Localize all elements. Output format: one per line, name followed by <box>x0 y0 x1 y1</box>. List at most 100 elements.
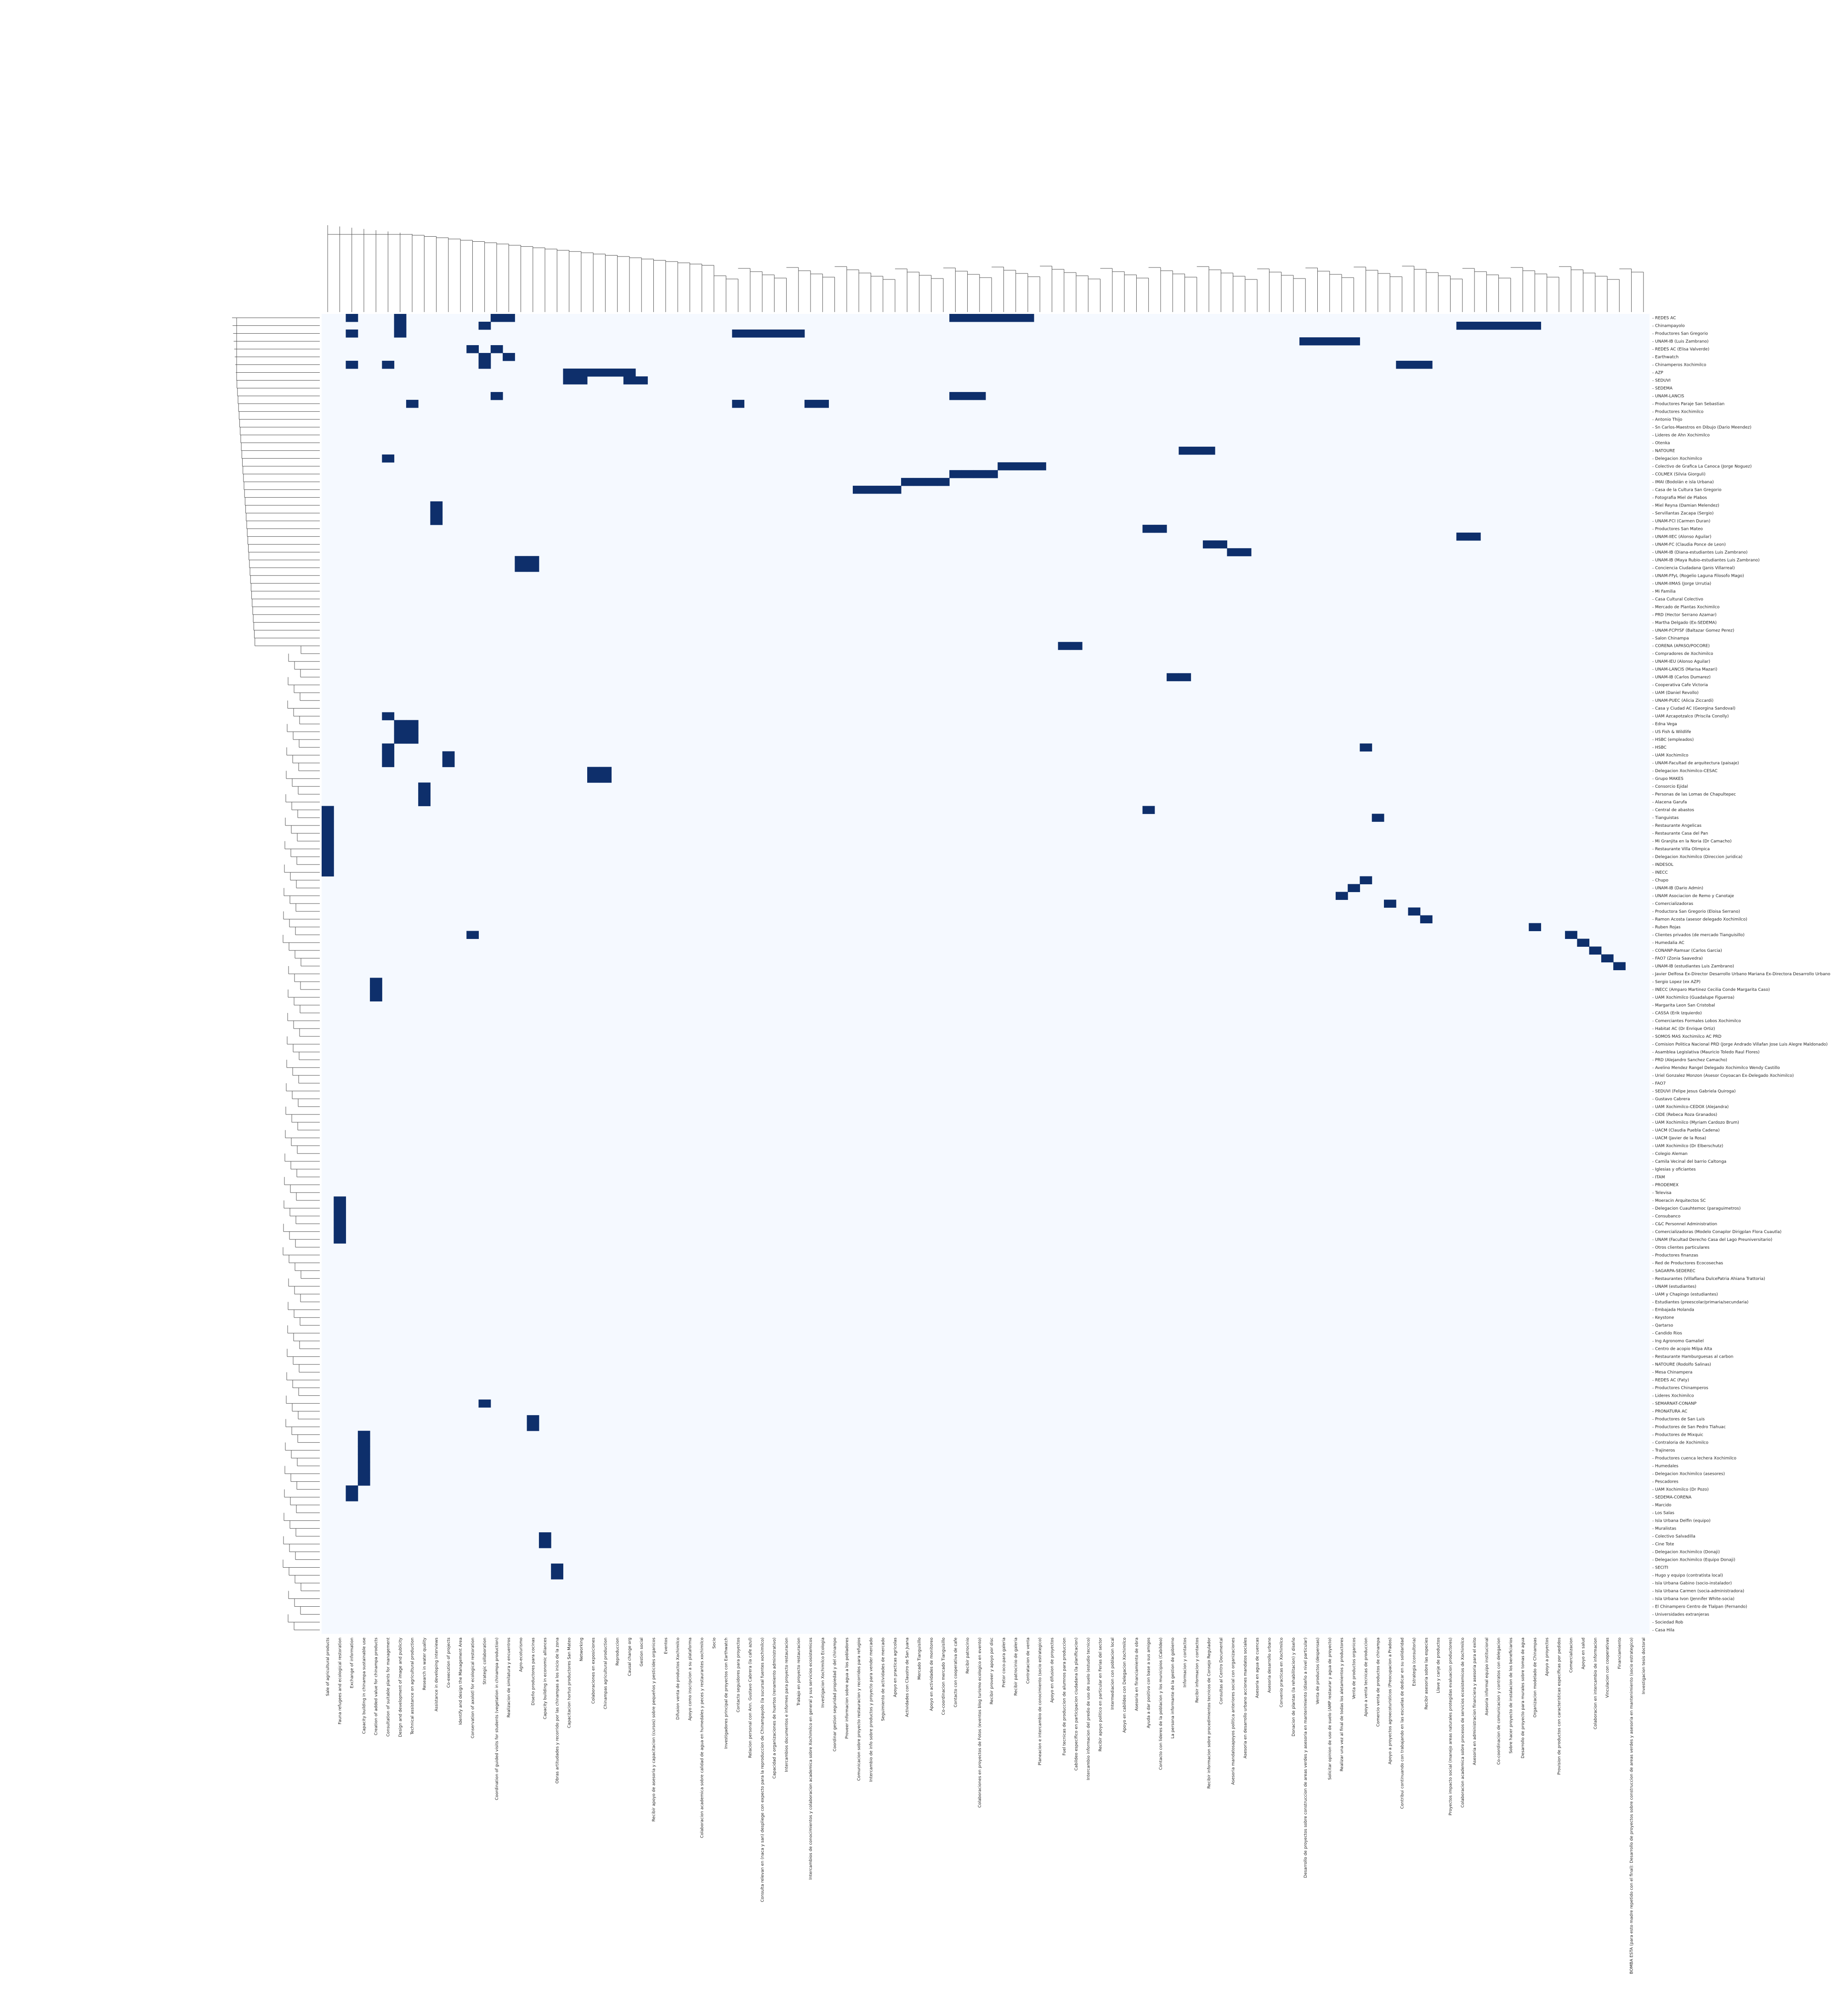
heatmap-cell <box>1009 462 1022 471</box>
row-label: - Camila Vecinal del barrio Caltonga <box>1652 1160 1726 1164</box>
column-label: Recibir informacion y contactos <box>1195 1638 1200 1703</box>
heatmap-cell <box>382 743 395 752</box>
row-label: - UNAM-LANCIS <box>1652 394 1684 398</box>
row-label: - UNAM-PUEC (Alicia Ziccardi) <box>1652 699 1713 703</box>
row-label: - US Fish & Wildlife <box>1652 730 1691 734</box>
heatmap-cell <box>322 860 334 869</box>
heatmap-cell <box>334 1228 346 1236</box>
row-label: - Restaurante Villa Olimpica <box>1652 847 1710 852</box>
row-label: - Productores Chinamperos <box>1652 1386 1708 1391</box>
heatmap-cell <box>1372 813 1384 822</box>
heatmap-cell <box>1420 915 1433 924</box>
heatmap-cell <box>780 329 793 338</box>
column-label: Exchange of information <box>350 1638 355 1688</box>
heatmap-background <box>322 314 1650 1634</box>
heatmap-cell <box>1348 337 1360 346</box>
column-label: Reproduccion <box>616 1638 620 1666</box>
column-label: Actividades con Claustro de San Juana <box>905 1638 910 1717</box>
heatmap-cell <box>599 767 612 775</box>
row-label: - REDES AC (Faty) <box>1652 1378 1689 1383</box>
column-label: Technical assistance on agricultural pro… <box>410 1638 415 1735</box>
row-label: - Otros clientes particulares <box>1652 1245 1710 1250</box>
column-label: Recibir informacion sobre procedimientos… <box>1207 1638 1212 1789</box>
row-label: - Mercado de Plantas Xochimilco <box>1652 605 1720 609</box>
row-labels: - REDES AC - Chinampayolo - Productores Sa… <box>1652 316 1831 1632</box>
heatmap-cell <box>357 1470 370 1478</box>
row-label: - Consubanco <box>1652 1214 1681 1219</box>
column-label: Identify and design the Management Area <box>459 1638 463 1725</box>
heatmap-cell <box>1202 540 1215 549</box>
row-label: - Ramon Acosta (asesor delegado Xochimil… <box>1652 917 1747 922</box>
heatmap-cell <box>418 790 431 799</box>
row-label: - Gustavo Cabrera <box>1652 1097 1690 1102</box>
row-label: - SEDUVI <box>1652 378 1671 383</box>
column-label: Capacity building in chinampa sustainabl… <box>362 1638 367 1734</box>
row-label: - SEDEMA <box>1652 386 1673 391</box>
column-label: Apoyo en practicas agricolas <box>893 1638 898 1697</box>
heatmap-cell <box>346 1485 358 1494</box>
row-label: - Qartarso <box>1652 1324 1673 1328</box>
row-label: - UACM (Claudia Puebla Cadena) <box>1652 1128 1720 1133</box>
heatmap-cell <box>1348 884 1360 893</box>
heatmap-cell <box>334 1204 346 1212</box>
column-label: Apoyo a venta tecnicas de produccion <box>1364 1638 1369 1717</box>
row-label: - HSBC <box>1652 745 1667 750</box>
heatmap-cell <box>575 376 588 385</box>
heatmap-cell <box>539 1532 551 1541</box>
heatmap-cell <box>406 735 419 744</box>
row-label: - UAM Xochimilco (Dr Pozo) <box>1652 1488 1709 1492</box>
heatmap-cell <box>322 813 334 822</box>
column-label: Asesoria en financiamiento de obra <box>1134 1638 1139 1711</box>
row-label: - SAGARPA-SEDEREC <box>1652 1269 1695 1274</box>
heatmap-cell <box>334 1212 346 1220</box>
column-label: Apoyo en actividades de monitoreo <box>930 1638 934 1711</box>
row-label: - Grupo MAKES <box>1652 777 1684 781</box>
row-label: - Delegacion Xochimilco (Direccion jurid… <box>1652 855 1742 859</box>
row-label: - INECC <box>1652 870 1668 875</box>
heatmap-cell <box>986 314 998 322</box>
column-label: Chinampas agricultural production <box>603 1638 608 1709</box>
row-label: - Productores de Mixquic <box>1652 1433 1703 1438</box>
row-label: - Restaurantes (Villaflana DulcePatria A… <box>1652 1277 1765 1281</box>
heatmap-cell <box>527 563 539 572</box>
heatmap-cell <box>322 837 334 846</box>
column-label: Creation of added value for chinampa pro… <box>374 1638 379 1735</box>
column-label: Intercambios documentos e informes para … <box>785 1638 789 1772</box>
heatmap-cell <box>322 845 334 853</box>
row-label: - Habitat AC (Dr Enrique Ortiz) <box>1652 1027 1715 1031</box>
heatmap-cell <box>1456 532 1469 541</box>
heatmap-cell <box>853 485 865 494</box>
heatmap-cell <box>1021 462 1034 471</box>
column-label: Networking <box>579 1638 584 1661</box>
row-label: - Ing Agronomo Gamaliel <box>1652 1339 1704 1344</box>
heatmap-cell <box>1190 446 1203 455</box>
row-label: - Sn Carlos-Maestros en Dibujo (Dario Me… <box>1652 425 1752 430</box>
heatmap-cell <box>1167 673 1179 682</box>
row-label: - Sociedad Rob <box>1652 1621 1683 1625</box>
heatmap-cell <box>611 368 624 377</box>
heatmap-cell <box>1360 876 1372 885</box>
column-label: Assistance in developing interviews <box>435 1638 439 1712</box>
row-label: - Isla Urbana Delfin (equipo) <box>1652 1519 1711 1524</box>
row-label: - UNAM-FC (Claudia Ponce de Leon) <box>1652 542 1726 547</box>
heatmap-cell <box>1154 524 1167 533</box>
row-label: - Trajineros <box>1652 1449 1675 1453</box>
row-label: - Marcido <box>1652 1503 1672 1508</box>
row-label: - C&C Personnel Administration <box>1652 1222 1717 1227</box>
row-label: - Sergio Lopez (ex AZP) <box>1652 980 1701 984</box>
row-label: - Javier Delfosa Ex-Director Desarrollo … <box>1652 972 1831 977</box>
column-label: Convenio practicas en Xochimilco <box>1280 1638 1284 1707</box>
heatmap-cell <box>503 353 515 361</box>
heatmap-cell <box>406 720 419 728</box>
column-label: Comercio venta de productos de chinampa <box>1376 1638 1381 1727</box>
row-label: - Chinamperos Xochimilco <box>1652 363 1706 367</box>
column-label: Fauna refugees and ecological restoratio… <box>338 1638 342 1724</box>
row-label: - SECITI <box>1652 1566 1668 1570</box>
column-label: Investigacion Xochimilco Ecologia <box>821 1638 825 1707</box>
heatmap-cell <box>394 728 407 736</box>
heatmap-cell <box>394 321 407 330</box>
column-label: Comunicacion sobre proyecto restauracion… <box>857 1638 862 1781</box>
column-label: Agro-ecoturismo <box>519 1638 524 1672</box>
column-label: Co-execution of projects <box>447 1638 451 1688</box>
